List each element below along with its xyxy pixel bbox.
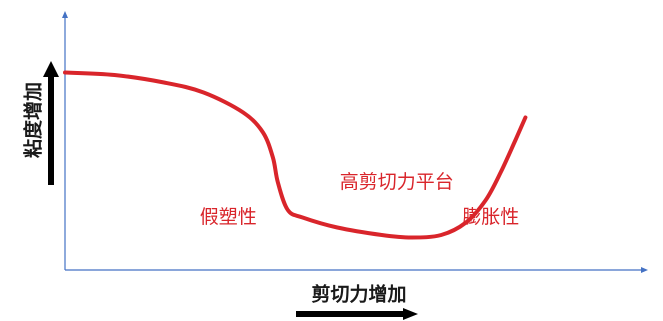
high-shear-plateau-label: 高剪切力平台 (340, 171, 454, 193)
pseudoplastic-label: 假塑性 (200, 206, 257, 228)
y-direction-indicator: 粘度增加 (22, 61, 59, 185)
right-arrow-icon-head (403, 308, 418, 320)
x-direction-indicator: 剪切力增加 (296, 283, 418, 320)
viscosity-curve (63, 70, 528, 240)
y-axis-arrowhead (62, 11, 68, 18)
dilatant-label: 膨胀性 (462, 206, 519, 228)
y-axis-label: 粘度增加 (22, 82, 45, 158)
x-axis-arrowhead (641, 267, 648, 273)
up-arrow-icon-head (43, 61, 59, 77)
x-axis-label: 剪切力增加 (311, 283, 406, 306)
